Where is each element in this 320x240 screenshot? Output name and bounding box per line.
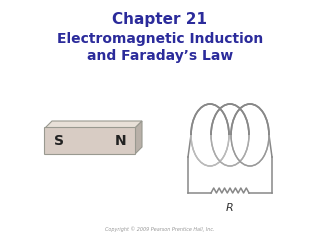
Polygon shape [135,121,142,154]
Text: Chapter 21: Chapter 21 [113,12,207,27]
Text: N: N [115,134,127,148]
Polygon shape [45,121,142,128]
Text: Electromagnetic Induction
and Faraday’s Law: Electromagnetic Induction and Faraday’s … [57,32,263,63]
Text: S: S [54,134,64,148]
Text: R: R [226,203,234,213]
Text: Copyright © 2009 Pearson Prentice Hall, Inc.: Copyright © 2009 Pearson Prentice Hall, … [105,226,215,232]
FancyBboxPatch shape [44,127,135,155]
